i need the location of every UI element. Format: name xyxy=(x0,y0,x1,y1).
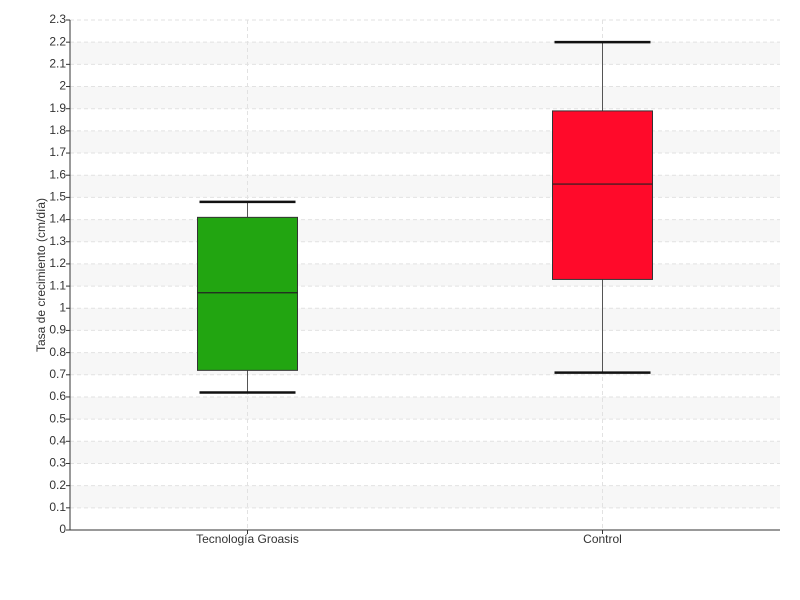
grid-band xyxy=(70,175,780,198)
y-tick-label: 2 xyxy=(59,79,66,93)
grid-band xyxy=(70,263,780,287)
grid-band xyxy=(70,86,780,109)
y-tick-label: 2.3 xyxy=(49,12,66,26)
grid-band xyxy=(70,396,780,420)
x-tick-label: Tecnología Groasis xyxy=(196,532,299,546)
y-tick-label: 1.7 xyxy=(49,145,66,159)
grid-band xyxy=(70,308,780,331)
grid-band xyxy=(70,42,780,65)
grid-band xyxy=(70,441,780,464)
grid-band xyxy=(70,485,780,508)
y-tick-label: 2.2 xyxy=(49,34,66,48)
y-tick-label: 0.2 xyxy=(49,478,66,492)
box xyxy=(552,110,653,280)
y-tick-label: 1 xyxy=(59,300,66,314)
y-tick-label: 0.4 xyxy=(49,433,66,447)
grid-band xyxy=(70,219,780,242)
y-tick-label: 0.9 xyxy=(49,323,66,337)
y-tick-label: 0.1 xyxy=(49,500,66,514)
y-tick-label: 1.3 xyxy=(49,234,66,248)
y-tick-label: 0.6 xyxy=(49,389,66,403)
y-tick-label: 1.1 xyxy=(49,278,66,292)
y-tick-label: 0.3 xyxy=(49,456,66,470)
grid-band xyxy=(70,352,780,375)
y-tick-label: 1.5 xyxy=(49,190,66,204)
y-tick-label: 0.5 xyxy=(49,411,66,425)
y-axis-label: Tasa de crecimiento (cm/día) xyxy=(34,198,48,352)
y-tick-label: 1.4 xyxy=(49,212,66,226)
y-tick-label: 0.8 xyxy=(49,345,66,359)
box xyxy=(197,216,298,371)
y-tick-label: 0.7 xyxy=(49,367,66,381)
y-tick-label: 1.6 xyxy=(49,167,66,181)
y-tick-label: 2.1 xyxy=(49,57,66,71)
y-tick-label: 1.2 xyxy=(49,256,66,270)
x-tick-label: Control xyxy=(583,532,622,546)
y-tick-label: 1.8 xyxy=(49,123,66,137)
grid-band xyxy=(70,130,780,154)
y-tick-label: 1.9 xyxy=(49,101,66,115)
y-tick-label: 0 xyxy=(59,522,66,536)
